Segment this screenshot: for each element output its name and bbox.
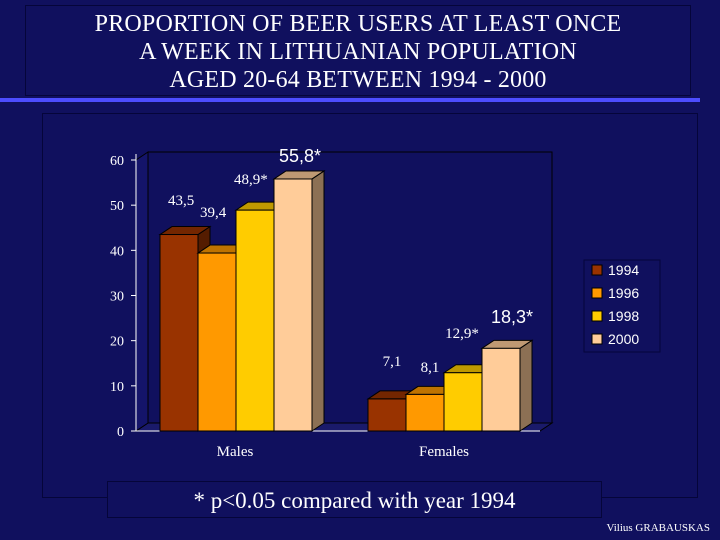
data-label-2000-males: 55,8* — [279, 146, 321, 166]
footnote: * p<0.05 compared with year 1994 — [193, 488, 516, 513]
legend-swatch-2000 — [591, 333, 603, 345]
data-label-1994-females: 7,1 — [383, 354, 402, 370]
y-tick-label: 50 — [110, 199, 124, 214]
data-label-1996-males: 39,4 — [200, 205, 227, 221]
x-category-label: Males — [217, 444, 254, 460]
bar-2000-males — [273, 178, 313, 432]
bar-side — [311, 170, 325, 432]
legend-swatch-1996 — [591, 287, 603, 299]
data-label-1994-males: 43,5 — [168, 193, 194, 209]
legend-label-1998: 1998 — [608, 308, 639, 324]
legend-label-1996: 1996 — [608, 285, 639, 301]
bar-1994-females — [367, 398, 407, 432]
y-tick-label: 40 — [110, 244, 124, 259]
legend-swatch-1994 — [591, 264, 603, 276]
legend-label-2000: 2000 — [608, 331, 639, 347]
title-box: PROPORTION OF BEER USERS AT LEAST ONCE A… — [25, 5, 691, 96]
plot-side-wall — [135, 151, 149, 432]
y-tick-label: 0 — [117, 425, 124, 440]
bar-2000-females — [481, 347, 521, 432]
author-credit: Vilius GRABAUSKAS — [606, 522, 710, 534]
bar-1996-males — [197, 252, 237, 432]
x-category-label: Females — [419, 444, 469, 460]
legend-swatch-1998 — [591, 310, 603, 322]
title-divider — [0, 98, 700, 102]
bar-1996-females — [405, 393, 445, 432]
bar-1998-females — [443, 372, 483, 432]
chart-title: PROPORTION OF BEER USERS AT LEAST ONCE A… — [94, 11, 622, 93]
bar-1998-males — [235, 209, 275, 432]
bar-1994-males — [159, 234, 199, 432]
data-label-1996-females: 8,1 — [421, 360, 440, 376]
data-label-2000-females: 18,3* — [491, 307, 533, 327]
footnote-box: * p<0.05 compared with year 1994 — [107, 481, 602, 518]
data-label-1998-males: 48,9* — [234, 172, 268, 188]
data-label-1998-females: 12,9* — [445, 326, 479, 342]
y-tick-label: 60 — [110, 154, 124, 169]
y-tick-label: 10 — [110, 380, 124, 395]
y-tick-label: 20 — [110, 335, 124, 350]
y-tick-label: 30 — [110, 290, 124, 305]
bar-side — [519, 339, 533, 432]
legend-label-1994: 1994 — [608, 262, 639, 278]
